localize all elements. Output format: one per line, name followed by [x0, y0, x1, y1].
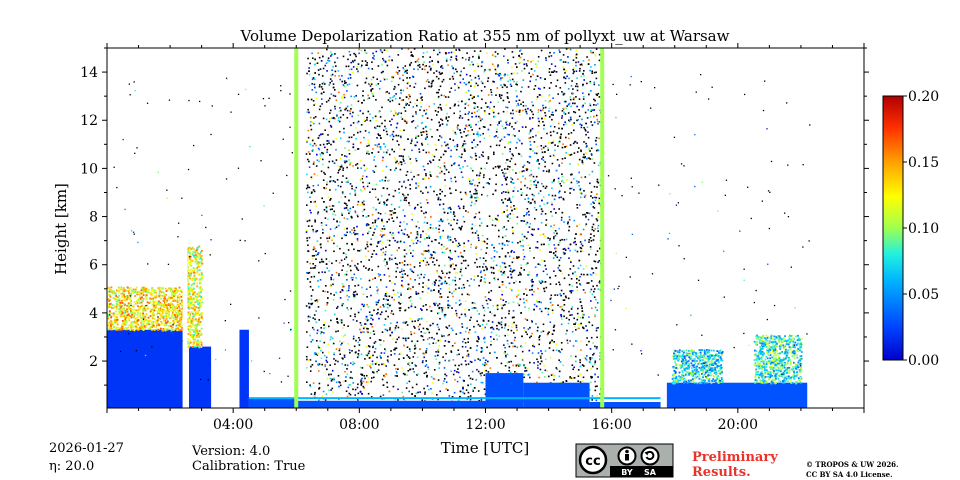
- calibration-label: Calibration: True: [192, 459, 306, 474]
- boundary-layer-2: [239, 329, 249, 408]
- colorbar-tick-label-0: 0.00: [908, 353, 939, 369]
- y-tick-label-0: 2: [89, 354, 98, 370]
- x-tick-label-4: 20:00: [718, 417, 758, 433]
- calibration-line-0: [294, 48, 299, 408]
- cc-icon: [578, 445, 608, 475]
- noisy-signal-region: [305, 48, 604, 408]
- preliminary-line-2: Results.: [692, 465, 751, 480]
- plot-area: [107, 48, 864, 408]
- y-axis: 2 4 6 8 10 12 14: [80, 47, 869, 386]
- y-tick-label-2: 6: [89, 258, 98, 274]
- data-gap-1: [660, 48, 667, 408]
- y-axis-label: Height [km]: [52, 183, 70, 275]
- aerosol-layer-2: [671, 349, 724, 385]
- boundary-layer-4: [296, 400, 486, 408]
- x-axis: 04:00 08:00 12:00 16:00 20:00: [106, 43, 865, 433]
- y-tick-label-6: 14: [80, 65, 98, 81]
- copyright-line-1: © TROPOS & UW 2026.: [806, 460, 899, 469]
- aerosol-layer-3: [753, 334, 803, 385]
- y-tick-label-1: 4: [89, 306, 98, 322]
- data-gap-2: [811, 48, 864, 408]
- x-axis-label: Time [UTC]: [441, 439, 530, 457]
- aerosol-layer-0: [107, 286, 185, 332]
- boundary-layer-top-edge: [248, 397, 663, 400]
- boundary-layer-1: [189, 346, 212, 408]
- boundary-layer-7: [589, 401, 663, 408]
- colorbar-tick-label-3: 0.15: [908, 155, 939, 171]
- colorbar-tick-label-4: 0.20: [908, 89, 939, 105]
- boundary-layer-3: [248, 398, 297, 408]
- cc-text: cc: [585, 454, 600, 469]
- cc-license-badge: cc BY SA: [575, 443, 674, 478]
- boundary-layer-8: [662, 382, 808, 408]
- colorbar: [882, 95, 904, 361]
- preliminary-line-1: Preliminary: [692, 450, 778, 465]
- scattered-outliers: [109, 74, 811, 384]
- boundary-layer-5: [485, 373, 524, 408]
- sa-share-icon: [640, 446, 660, 466]
- x-tick-label-3: 16:00: [591, 417, 631, 433]
- data-gap-0: [182, 48, 188, 408]
- x-tick-label-2: 12:00: [465, 417, 505, 433]
- eta-label: η: 20.0: [49, 459, 94, 474]
- boundary-layer-0: [107, 329, 183, 408]
- y-tick-label-5: 12: [80, 113, 98, 129]
- sa-text: SA: [644, 468, 657, 477]
- by-text: BY: [621, 468, 633, 477]
- plot-frame: [106, 47, 865, 409]
- copyright-line-2: CC BY SA 4.0 License.: [806, 470, 893, 479]
- boundary-layer-6: [523, 382, 590, 408]
- colorbar-axis: 0.00 0.05 0.10 0.15 0.20: [903, 89, 939, 369]
- date-label: 2026-01-27: [49, 441, 124, 456]
- x-tick-label-0: 04:00: [213, 417, 253, 433]
- colorbar-tick-label-1: 0.05: [908, 287, 939, 303]
- calibration-line-1: [600, 48, 605, 408]
- y-tick-label-3: 8: [89, 210, 98, 226]
- version-label: Version: 4.0: [191, 444, 270, 459]
- y-tick-label-4: 10: [80, 161, 98, 177]
- colorbar-tick-label-2: 0.10: [908, 221, 939, 237]
- x-tick-label-1: 08:00: [339, 417, 379, 433]
- chart-title: Volume Depolarization Ratio at 355 nm of…: [240, 27, 730, 45]
